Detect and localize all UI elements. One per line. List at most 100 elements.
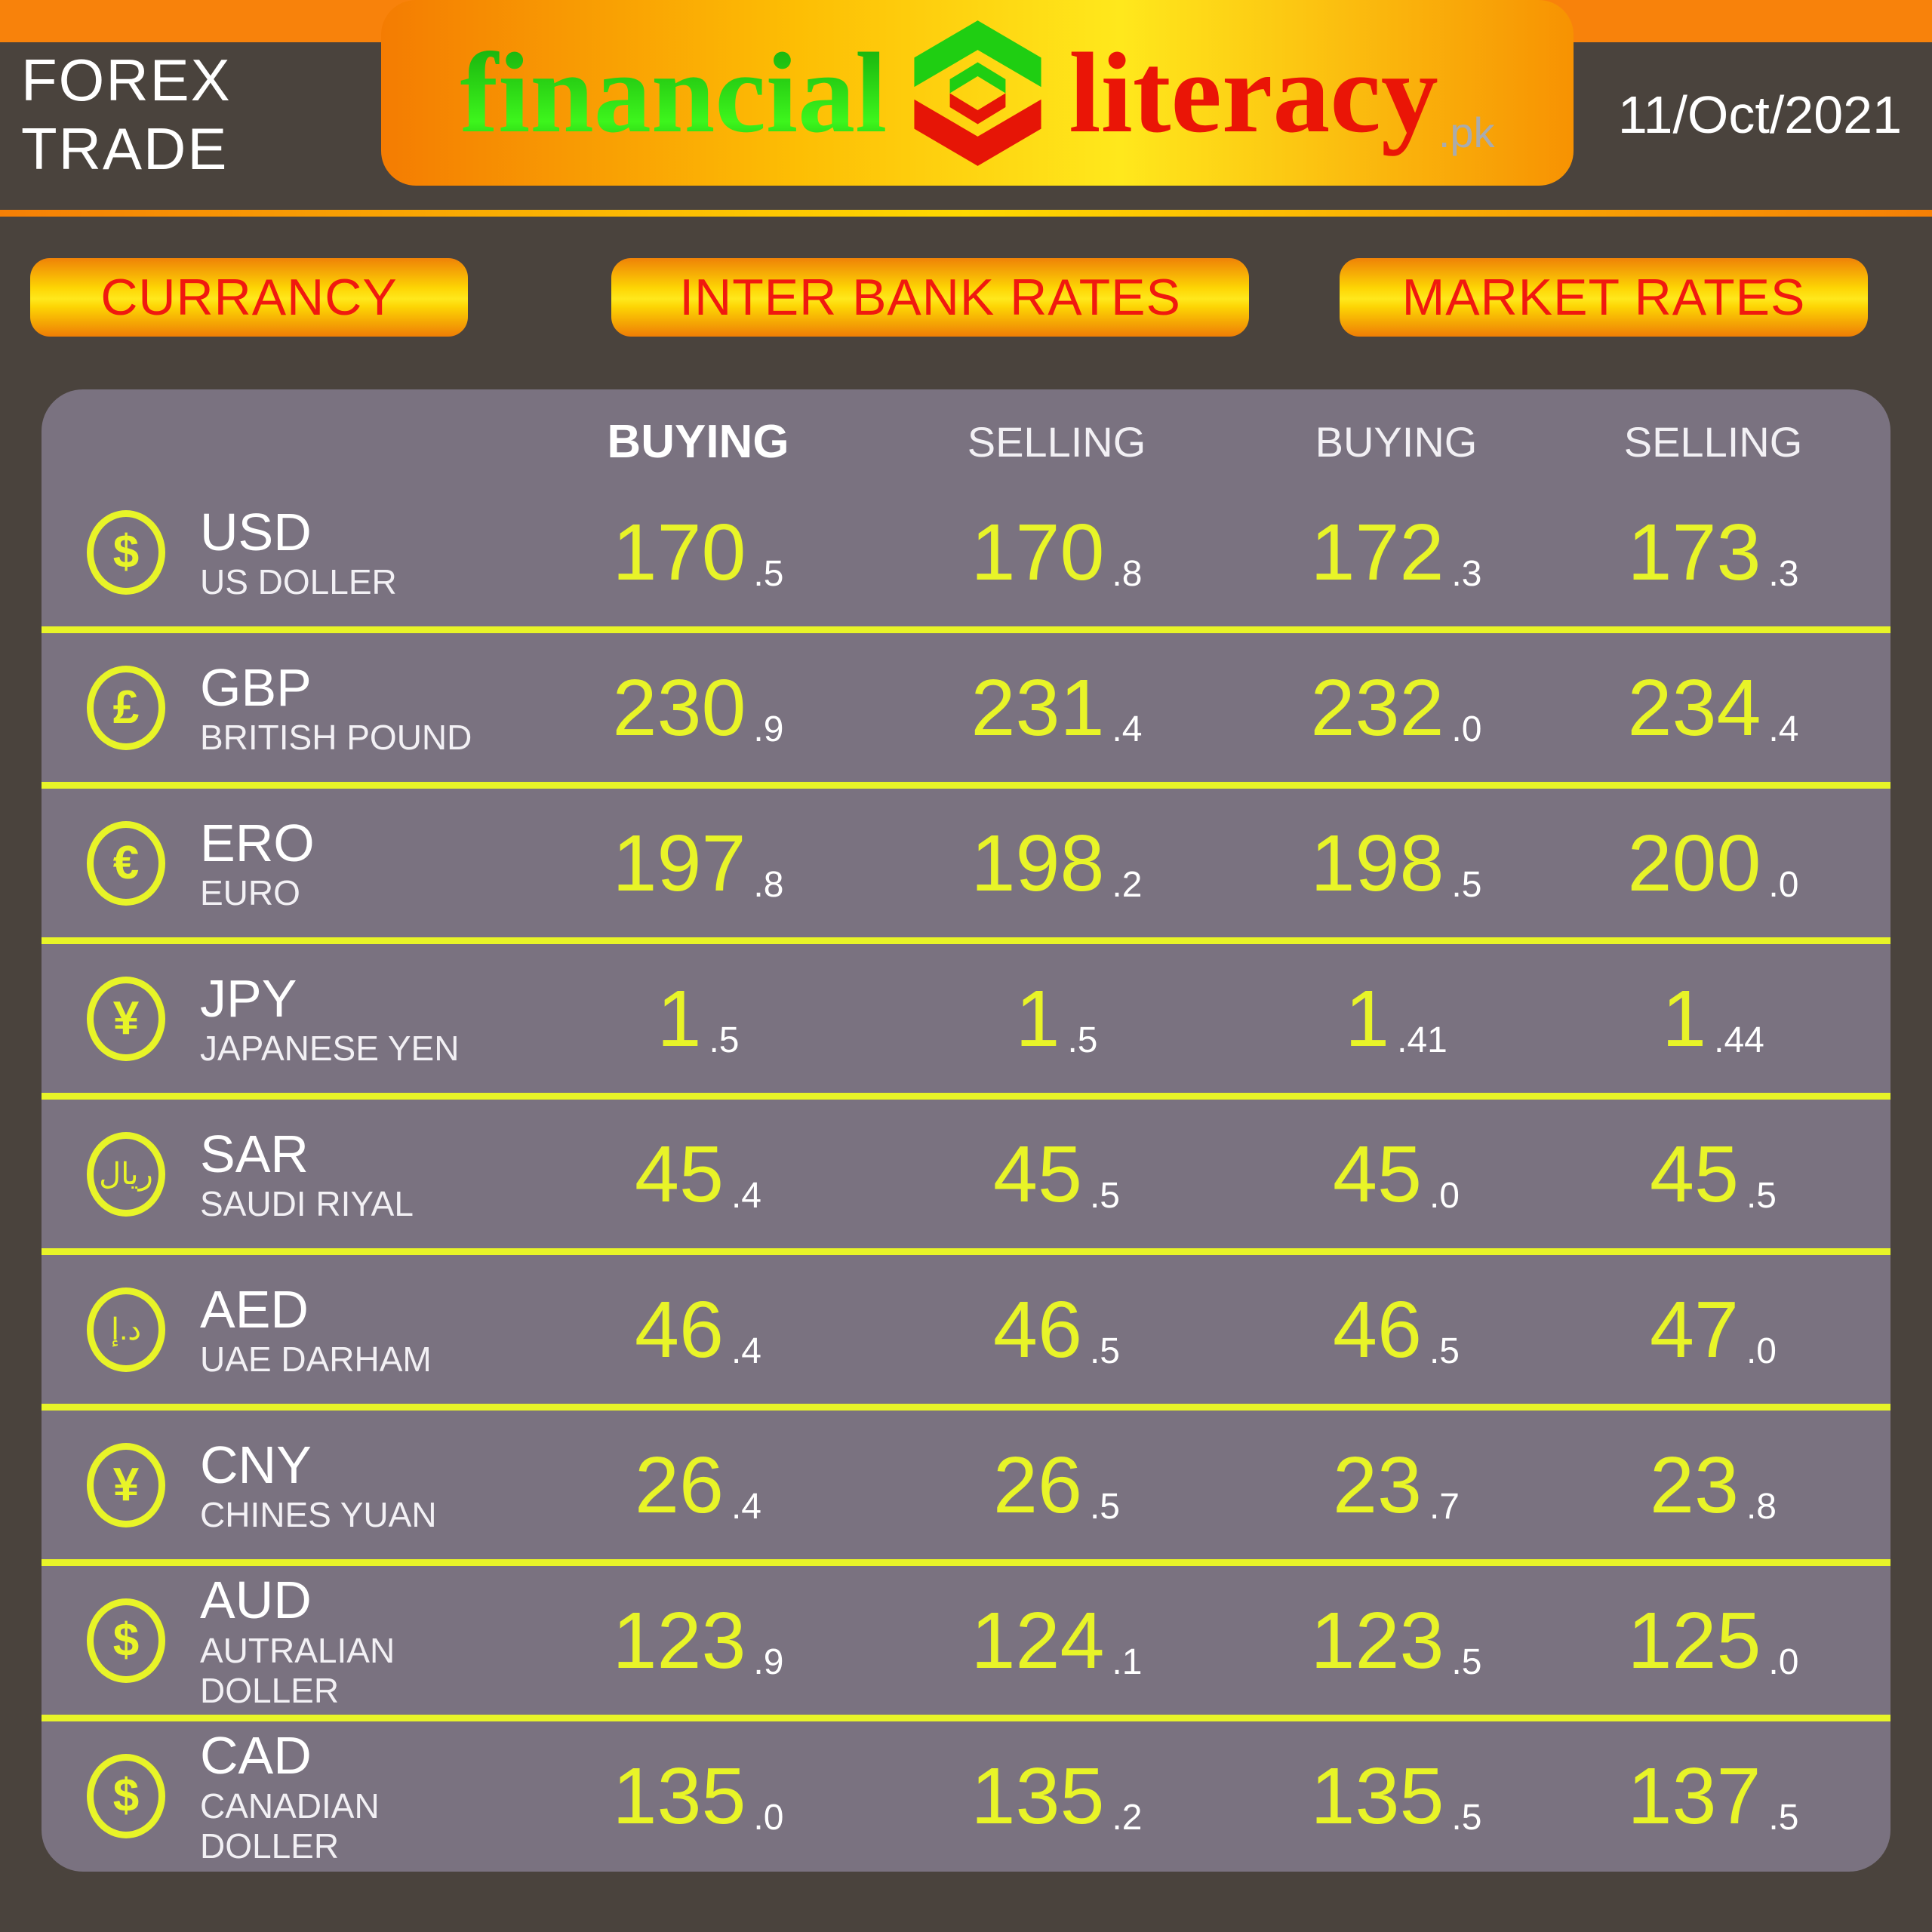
table-row: $ CAD CANADIAN DOLLER 135 .0 135 .2 135 … — [64, 1721, 1868, 1870]
currency-names: USD US DOLLER — [200, 502, 517, 602]
rate-interbank-selling: 26 .5 — [879, 1445, 1234, 1525]
rate-interbank-buying: 26 .4 — [517, 1445, 879, 1525]
rate-decimal: .4 — [731, 1175, 761, 1216]
rate-integer: 123 — [612, 1595, 746, 1685]
rate-integer: 135 — [612, 1751, 746, 1841]
forex-trade-title: FOREX TRADE — [21, 47, 232, 182]
rate-interbank-buying: 1 .5 — [517, 979, 879, 1059]
rate-decimal: .8 — [1746, 1486, 1777, 1527]
currency-full-name: BRITISH POUND — [200, 718, 472, 758]
rate-interbank-buying: 135 .0 — [517, 1756, 879, 1836]
rate-integer: 197 — [612, 818, 746, 908]
rate-integer: 23 — [1650, 1440, 1739, 1530]
rate-decimal: .41 — [1397, 1020, 1447, 1060]
rate-integer: 47 — [1650, 1284, 1739, 1374]
currency-code: AUD — [200, 1571, 312, 1630]
rate-market-selling: 23 .8 — [1558, 1445, 1868, 1525]
rate-decimal: .4 — [731, 1486, 761, 1527]
currency-full-name: US DOLLER — [200, 562, 397, 602]
currency-code: CAD — [200, 1726, 312, 1786]
rate-decimal: .5 — [1451, 1641, 1482, 1682]
currency-symbol-icon: € — [87, 820, 165, 906]
currency-symbol-icon: $ — [87, 1753, 165, 1838]
header-divider-line — [0, 210, 1932, 217]
brand-banner: financial literacy .pk — [381, 0, 1574, 186]
section-pill-market-rates: MARKET RATES — [1340, 258, 1868, 337]
rate-decimal: .0 — [1451, 709, 1482, 749]
currency-names: CNY CHINES YUAN — [200, 1435, 517, 1535]
rate-integer: 230 — [612, 663, 746, 752]
rate-decimal: .3 — [1451, 553, 1482, 594]
rate-market-buying: 1 .41 — [1234, 979, 1558, 1059]
rate-interbank-selling: 198 .2 — [879, 823, 1234, 903]
section-pill-inter-bank-rates: INTER BANK RATES — [611, 258, 1249, 337]
rate-decimal: .9 — [753, 1641, 784, 1682]
rate-integer: 231 — [971, 663, 1105, 752]
rate-market-buying: 46 .5 — [1234, 1290, 1558, 1370]
rate-market-selling: 47 .0 — [1558, 1290, 1868, 1370]
currency-code: JPY — [200, 968, 297, 1028]
row-divider — [42, 1559, 1890, 1566]
rate-interbank-buying: 45 .4 — [517, 1134, 879, 1214]
currency-names: SAR SAUDI RIYAL — [200, 1124, 517, 1224]
table-body: $ USD US DOLLER 170 .5 170 .8 172 .3 173… — [42, 478, 1890, 1870]
rate-market-buying: 123 .5 — [1234, 1601, 1558, 1681]
rate-integer: 1 — [1345, 974, 1390, 1063]
currency-full-name: CHINES YUAN — [200, 1495, 437, 1535]
rate-decimal: .4 — [731, 1331, 761, 1371]
rate-integer: 23 — [1333, 1440, 1422, 1530]
rate-decimal: .5 — [753, 553, 784, 594]
rate-decimal: .5 — [1746, 1175, 1777, 1216]
rate-market-buying: 198 .5 — [1234, 823, 1558, 903]
rate-integer: 45 — [635, 1129, 724, 1219]
rate-decimal: .5 — [1089, 1331, 1120, 1371]
row-divider — [42, 1715, 1890, 1721]
table-row: £ GBP BRITISH POUND 230 .9 231 .4 232 .0… — [64, 633, 1868, 782]
rate-integer: 135 — [1310, 1751, 1444, 1841]
rate-interbank-selling: 45 .5 — [879, 1134, 1234, 1214]
table-row: ¥ JPY JAPANESE YEN 1 .5 1 .5 1 .41 1 .44 — [64, 944, 1868, 1093]
currency-full-name: UAE DARHAM — [200, 1340, 432, 1380]
rate-integer: 45 — [1650, 1129, 1739, 1219]
rate-decimal: .5 — [1768, 1797, 1799, 1838]
rate-integer: 26 — [635, 1440, 724, 1530]
currency-code: USD — [200, 502, 312, 561]
rate-decimal: .4 — [1112, 709, 1143, 749]
rate-interbank-selling: 46 .5 — [879, 1290, 1234, 1370]
currency-code: AED — [200, 1279, 309, 1339]
rate-integer: 198 — [971, 818, 1105, 908]
currency-names: GBP BRITISH POUND — [200, 657, 517, 758]
brand-domain-suffix: .pk — [1438, 109, 1495, 156]
rate-decimal: .5 — [1451, 864, 1482, 905]
rate-integer: 46 — [635, 1284, 724, 1374]
date-label: 11/Oct/2021 — [1617, 85, 1902, 144]
column-header-market-buying: BUYING — [1315, 418, 1478, 466]
rate-integer: 137 — [1627, 1751, 1761, 1841]
rate-decimal: .2 — [1112, 1797, 1143, 1838]
currency-symbol-icon: ¥ — [87, 976, 165, 1061]
rate-integer: 46 — [1333, 1284, 1422, 1374]
row-divider — [42, 937, 1890, 944]
rate-integer: 170 — [971, 507, 1105, 597]
currency-names: AED UAE DARHAM — [200, 1279, 517, 1380]
currency-full-name: JAPANESE YEN — [200, 1029, 460, 1069]
rate-decimal: .1 — [1112, 1641, 1143, 1682]
currency-symbol-icon: £ — [87, 665, 165, 750]
row-divider — [42, 1093, 1890, 1100]
rate-market-selling: 1 .44 — [1558, 979, 1868, 1059]
rate-interbank-buying: 123 .9 — [517, 1601, 879, 1681]
rate-integer: 125 — [1627, 1595, 1761, 1685]
rate-interbank-selling: 1 .5 — [879, 979, 1234, 1059]
rate-integer: 170 — [612, 507, 746, 597]
rate-decimal: .7 — [1429, 1486, 1460, 1527]
table-row: ريال SAR SAUDI RIYAL 45 .4 45 .5 45 .0 4… — [64, 1100, 1868, 1248]
section-pill-currency: CURRANCY — [30, 258, 468, 337]
column-header-interbank-buying: BUYING — [607, 416, 789, 468]
currency-full-name: CANADIAN DOLLER — [200, 1786, 380, 1866]
currency-code: CNY — [200, 1435, 312, 1494]
rate-interbank-buying: 197 .8 — [517, 823, 879, 903]
rate-integer: 173 — [1627, 507, 1761, 597]
rate-integer: 26 — [993, 1440, 1082, 1530]
rate-decimal: .0 — [753, 1797, 784, 1838]
rate-integer: 1 — [1015, 974, 1060, 1063]
